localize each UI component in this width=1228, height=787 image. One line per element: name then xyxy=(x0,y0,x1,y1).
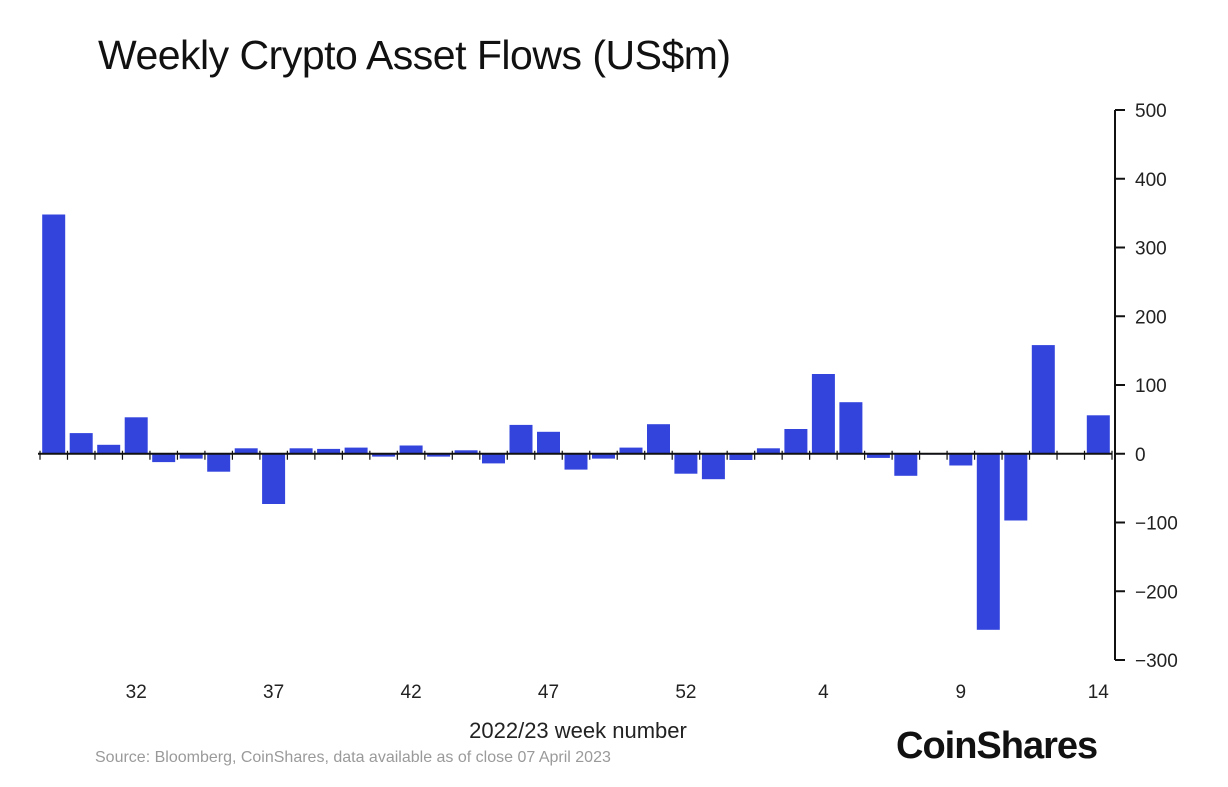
bar xyxy=(234,448,258,454)
y-tick-label: 100 xyxy=(1135,376,1167,397)
bar xyxy=(1031,345,1055,454)
x-tick-label: 14 xyxy=(1088,682,1110,703)
bar xyxy=(317,448,341,454)
x-tick-label: 52 xyxy=(675,682,696,703)
bar xyxy=(976,453,1000,630)
x-tick-label: 9 xyxy=(956,682,967,703)
y-axis: 500 400 300 200 100 0 −100 −200 −300 xyxy=(1114,101,1178,672)
y-tick-label: −200 xyxy=(1135,582,1178,603)
y-tick-label: −300 xyxy=(1135,651,1178,672)
bar xyxy=(1086,415,1110,454)
bar xyxy=(179,453,203,459)
y-tick-label: 400 xyxy=(1135,170,1167,191)
x-tick-label: 37 xyxy=(263,682,284,703)
bar xyxy=(592,453,615,459)
bar xyxy=(344,447,368,454)
bar xyxy=(69,433,93,454)
bar xyxy=(701,453,725,480)
bar xyxy=(427,453,451,457)
bar xyxy=(619,447,643,454)
y-tick-label: 200 xyxy=(1135,307,1167,328)
source-note: Source: Bloomberg, CoinShares, data avai… xyxy=(95,749,611,766)
x-axis-label: 2022/23 week number xyxy=(469,718,687,743)
x-tick-label: 4 xyxy=(818,682,829,703)
bar xyxy=(811,374,835,454)
bar xyxy=(124,417,148,454)
chart-title: Weekly Crypto Asset Flows (US$m) xyxy=(98,32,731,78)
bar xyxy=(839,402,863,454)
bar xyxy=(537,431,560,454)
x-tick-label: 47 xyxy=(538,682,559,703)
bar xyxy=(949,453,973,466)
bar xyxy=(372,453,396,457)
x-tick-label: 42 xyxy=(401,682,422,703)
bar xyxy=(866,453,890,458)
bar xyxy=(482,453,505,464)
bar xyxy=(454,450,478,454)
x-axis: 32 37 42 47 52 4 9 14 xyxy=(38,450,1113,703)
bar xyxy=(756,448,780,454)
bar xyxy=(1004,453,1028,521)
y-tick-label: −100 xyxy=(1135,514,1178,535)
bar xyxy=(894,453,918,476)
y-tick-label: 0 xyxy=(1135,445,1146,466)
bar xyxy=(262,453,286,504)
x-tick-label: 32 xyxy=(126,682,147,703)
bar xyxy=(729,453,753,460)
y-tick-label: 300 xyxy=(1135,239,1167,260)
bar xyxy=(564,453,588,470)
bar xyxy=(152,453,176,463)
bar xyxy=(509,424,533,454)
bar xyxy=(674,453,698,474)
bar xyxy=(399,445,423,454)
bars-group xyxy=(42,214,1110,630)
bar xyxy=(784,429,808,454)
bar xyxy=(289,448,313,454)
bar xyxy=(207,453,231,472)
bar xyxy=(647,424,670,454)
bar xyxy=(42,214,66,454)
bar xyxy=(97,444,121,454)
y-tick-label: 500 xyxy=(1135,101,1167,122)
coinshares-logo: CoinShares xyxy=(896,725,1098,767)
